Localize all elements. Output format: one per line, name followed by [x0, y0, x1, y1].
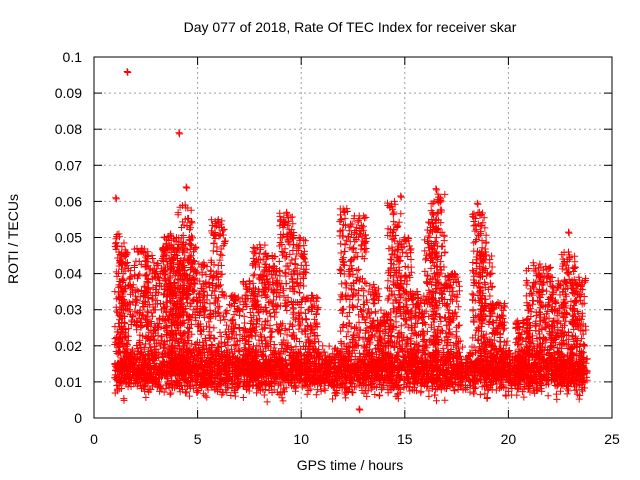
data-point-marker — [260, 391, 268, 399]
data-point-marker — [406, 378, 414, 386]
data-point-marker — [396, 385, 404, 393]
data-point-marker — [451, 387, 459, 395]
data-point-marker — [481, 390, 489, 398]
data-point-marker — [231, 392, 239, 400]
data-point-marker — [342, 394, 350, 402]
data-point-marker — [371, 391, 379, 399]
data-point-marker — [253, 389, 261, 397]
data-point-marker — [159, 353, 167, 361]
data-point-marker — [139, 384, 147, 392]
data-point-marker — [418, 374, 426, 382]
data-points — [111, 67, 591, 414]
data-point-marker — [305, 387, 313, 395]
data-point-marker — [166, 390, 174, 398]
data-point-marker — [329, 395, 337, 403]
data-point-marker — [176, 388, 184, 396]
data-point-marker — [142, 394, 150, 402]
data-point-marker — [167, 389, 175, 397]
data-point-marker — [575, 395, 583, 403]
data-point-marker — [484, 385, 492, 393]
data-point-marker — [196, 358, 204, 366]
data-point-marker — [433, 397, 441, 405]
data-point-marker — [476, 391, 484, 399]
data-point-marker — [203, 393, 211, 401]
data-point-marker — [188, 374, 196, 382]
data-point-marker — [431, 386, 439, 394]
data-point-marker — [204, 386, 212, 394]
data-point-marker — [181, 389, 189, 397]
